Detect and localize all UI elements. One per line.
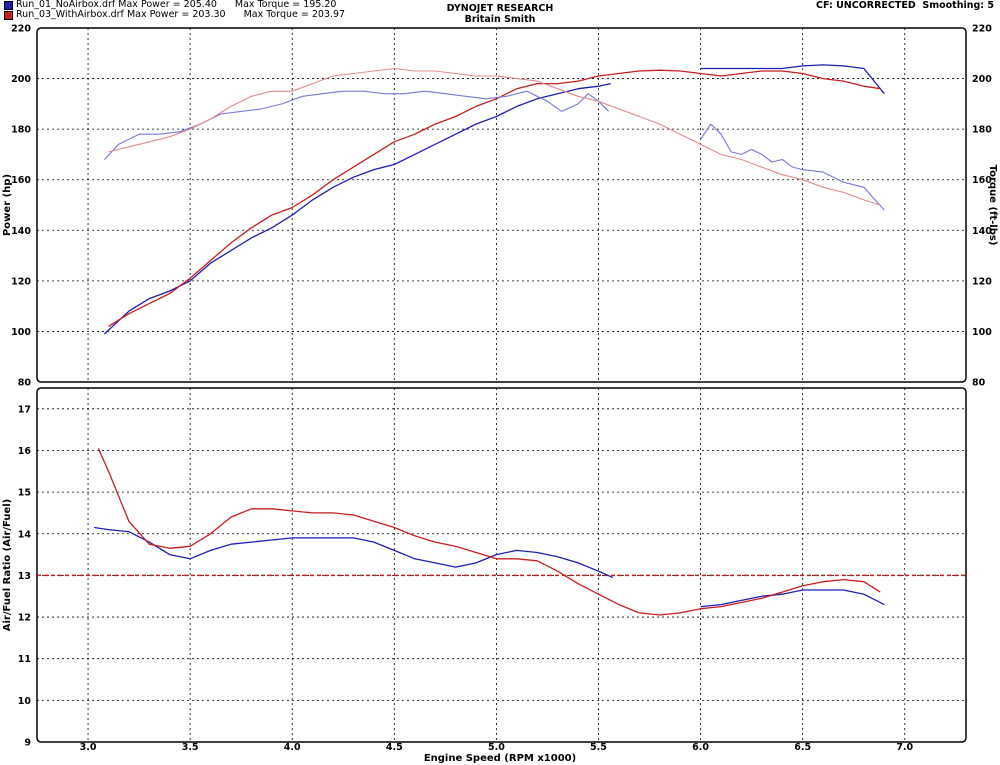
run1-power-line-seg1 [700,64,885,95]
run1-afr-line-seg1 [700,589,885,608]
run2-file-label: Run_03_WithAirbox.drf [16,9,124,20]
x-tick-6.5: 6.5 [794,742,811,753]
afr-panel-frame [36,387,967,743]
run2-afr-line [97,448,881,616]
power-axis-label: Power (hp) [2,174,13,236]
legend: Run_01_NoAirbox.drf Max Power = 205.40 Ma… [4,0,345,20]
run2-power-line [108,69,881,327]
afr-ytick-left-13: 13 [18,571,31,582]
x-axis-label: Engine Speed (RPM x1000) [424,753,576,764]
torque-axis-label: Torque (ft-lbs) [987,165,998,246]
afr-ytick-left-17: 17 [18,404,31,415]
x-tick-4.0: 4.0 [284,742,301,753]
run1-power-line-seg0 [103,82,611,335]
legend-row-run1: Run_01_NoAirbox.drf Max Power = 205.40 Ma… [4,0,345,10]
power-panel-frame [36,27,967,383]
power-ytick-right-80: 80 [972,378,986,389]
afr-ytick-left-11: 11 [18,654,31,665]
x-tick-5.0: 5.0 [488,742,505,753]
smoothing-label: Smoothing: 5 [922,0,994,11]
afr-ytick-left-14: 14 [18,529,32,540]
power-ytick-right-200: 200 [972,74,992,85]
power-ytick-left-200: 200 [11,74,31,85]
legend-row-run2: Run_03_WithAirbox.drf Max Power = 203.30… [4,10,345,20]
power-ytick-right-180: 180 [972,125,992,136]
cf-label: CF: UNCORRECTED [816,0,916,11]
power-ytick-left-120: 120 [11,276,31,287]
x-tick-5.5: 5.5 [590,742,607,753]
power-ytick-right-140: 140 [972,226,992,237]
power-ytick-right-100: 100 [972,327,992,338]
power-ytick-right-120: 120 [972,276,992,287]
afr-ytick-left-16: 16 [18,446,32,457]
x-tick-7.0: 7.0 [896,742,913,753]
afr-ytick-left-15: 15 [18,488,31,499]
power-ytick-left-100: 100 [11,327,31,338]
x-tick-6.0: 6.0 [692,742,709,753]
run2-torque-label: Max Torque = 203.97 [243,9,346,20]
run1-file-label: Run_01_NoAirbox.drf [16,0,116,10]
power-ytick-left-180: 180 [11,125,31,136]
operator-name: Britain Smith [464,14,536,25]
run2-swatch [4,10,13,20]
company-title: DYNOJET RESEARCH [446,3,554,14]
afr-axis-label: Air/Fuel Ratio (Air/Fuel) [2,499,13,631]
x-tick-3.0: 3.0 [80,742,97,753]
power-ytick-left-160: 160 [11,175,31,186]
run1-swatch [4,0,13,10]
x-tick-4.5: 4.5 [386,742,403,753]
run1-power-label: Max Power = 205.40 [118,0,217,10]
power-ytick-left-80: 80 [18,378,32,389]
afr-ytick-left-10: 10 [18,696,32,707]
afr-ytick-left-9: 9 [24,738,31,749]
run1-afr-line-seg0 [94,526,614,579]
correction-info: CF: UNCORRECTED Smoothing: 5 [816,0,994,11]
chart-title: DYNOJET RESEARCH Britain Smith [0,3,1000,25]
run1-torque-line-seg1 [700,123,885,211]
power-ytick-left-220: 220 [11,24,31,35]
power-ytick-right-160: 160 [972,175,992,186]
run1-torque-line-seg0 [103,90,610,160]
x-tick-3.5: 3.5 [182,742,199,753]
power-ytick-left-140: 140 [11,226,31,237]
run1-torque-label: Max Torque = 195.20 [234,0,337,10]
afr-ytick-left-12: 12 [18,613,31,624]
run2-power-label: Max Power = 203.30 [126,9,226,20]
power-ytick-right-220: 220 [972,24,992,35]
run2-torque-line [108,67,881,206]
